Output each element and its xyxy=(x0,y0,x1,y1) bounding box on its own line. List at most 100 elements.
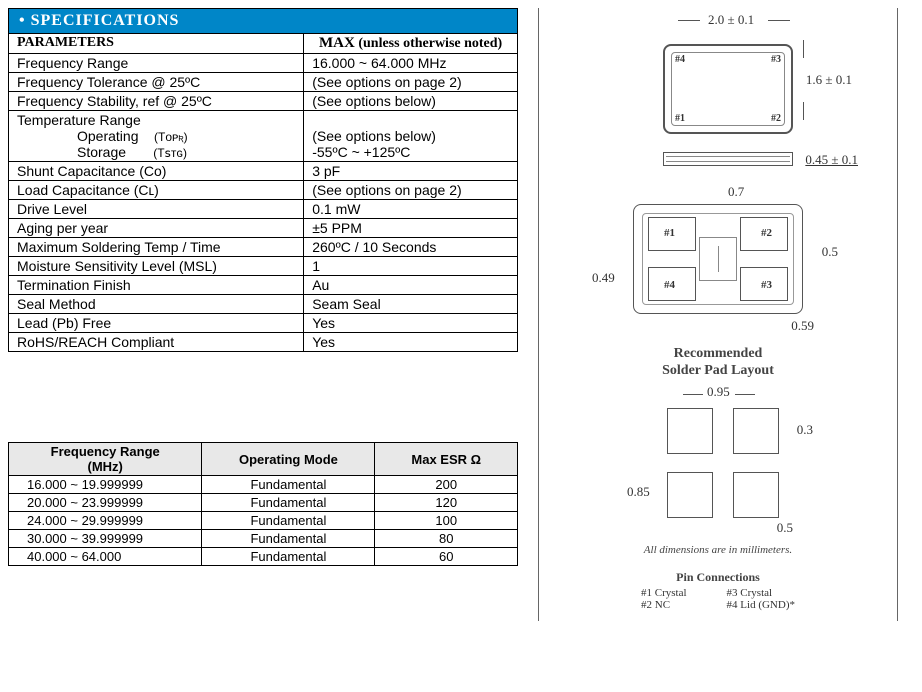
esr-head-row: Frequency Range (MHz) Operating Mode Max… xyxy=(9,443,518,476)
spec-value: Yes xyxy=(304,314,518,333)
col-header-max: MAX (unless otherwise noted) xyxy=(304,34,518,54)
spec-table: PARAMETERS MAX (unless otherwise noted) … xyxy=(8,33,518,352)
spec-row: Lead (Pb) FreeYes xyxy=(9,314,518,333)
spec-value: 1 xyxy=(304,257,518,276)
dim-line xyxy=(735,394,755,395)
solder-pad xyxy=(733,472,779,518)
temp-st-sym: (Tꜱᴛɢ) xyxy=(153,146,187,160)
spec-row: Termination FinishAu xyxy=(9,276,518,295)
esr-freq: 20.000 ~ 23.999999 xyxy=(9,494,202,512)
rec-title-l2: Solder Pad Layout xyxy=(662,363,774,378)
solder-pad-title: Recommended Solder Pad Layout xyxy=(557,346,879,380)
spec-row: Drive Level0.1 mW xyxy=(9,200,518,219)
solder-pad xyxy=(667,408,713,454)
esr-row: 24.000 ~ 29.999999Fundamental100 xyxy=(9,512,518,530)
spec-row-temp: Temperature Range Operating (Tᴏᴘʀ) Stora… xyxy=(9,111,518,162)
esr-mode: Fundamental xyxy=(202,530,375,548)
temp-label: Temperature Range xyxy=(17,112,141,128)
spec-param: Frequency Tolerance @ 25ºC xyxy=(9,73,304,92)
package-top-view: #4 #3 #1 #2 xyxy=(663,44,793,134)
dim-solder-4: 0.5 xyxy=(777,520,793,536)
dim-fp-1: 0.7 xyxy=(728,184,744,200)
pin-col-right: #3 Crystal #4 Lid (GND)* xyxy=(727,587,795,611)
spec-row: Frequency Range 16.000 ~ 64.000 MHz xyxy=(9,54,518,73)
solder-pad-layout: 0.95 0.3 0.85 0.5 xyxy=(623,388,813,538)
spec-row: RoHS/REACH CompliantYes xyxy=(9,333,518,352)
dim-solder-2: 0.3 xyxy=(797,422,813,438)
package-top-block: 2.0 ± 0.1 #4 #3 #1 #2 1.6 ± 0.1 xyxy=(588,14,848,144)
pin-connections-title: Pin Connections xyxy=(557,570,879,585)
pin-2: #2 NC xyxy=(641,599,687,611)
esr-row: 40.000 ~ 64.000Fundamental60 xyxy=(9,548,518,566)
dim-side-height: 0.45 ± 0.1 xyxy=(805,152,858,168)
pin-1: #1 Crystal xyxy=(641,587,687,599)
spec-header: • SPECIFICATIONS xyxy=(8,8,518,33)
spec-value: 3 pF xyxy=(304,162,518,181)
spec-value: 0.1 mW xyxy=(304,200,518,219)
esr-row: 30.000 ~ 39.999999Fundamental80 xyxy=(9,530,518,548)
spec-value: 260ºC / 10 Seconds xyxy=(304,238,518,257)
dim-line xyxy=(768,20,790,21)
esr-esr: 100 xyxy=(375,512,518,530)
dim-fp-4: 0.59 xyxy=(791,318,814,334)
esr-row: 16.000 ~ 19.999999Fundamental200 xyxy=(9,476,518,494)
spec-value: Seam Seal xyxy=(304,295,518,314)
pin-4: #4 Lid (GND)* xyxy=(727,599,795,611)
max-note: (unless otherwise noted) xyxy=(355,36,502,51)
spec-row: Seal MethodSeam Seal xyxy=(9,295,518,314)
dim-line xyxy=(803,102,804,120)
spec-param: Shunt Capacitance (Cᴏ) xyxy=(9,162,304,181)
temp-op-val: (See options below) xyxy=(312,128,436,144)
spec-value: ±5 PPM xyxy=(304,219,518,238)
spec-head-row: PARAMETERS MAX (unless otherwise noted) xyxy=(9,34,518,54)
temp-value: (See options below) -55ºC ~ +125ºC xyxy=(304,111,518,162)
max-bold: MAX xyxy=(319,35,355,51)
dim-line xyxy=(803,40,804,58)
spec-value: 16.000 ~ 64.000 MHz xyxy=(304,54,518,73)
esr-col-freq: Frequency Range (MHz) xyxy=(9,443,202,476)
esr-col-esr: Max ESR Ω xyxy=(375,443,518,476)
esr-esr: 120 xyxy=(375,494,518,512)
col-header-params: PARAMETERS xyxy=(9,34,304,54)
temp-op-label: Operating xyxy=(77,128,138,144)
package-side-view xyxy=(663,152,793,166)
solder-pad xyxy=(733,408,779,454)
esr-freq: 16.000 ~ 19.999999 xyxy=(9,476,202,494)
spec-param: Maximum Soldering Temp / Time xyxy=(9,238,304,257)
esr-freq: 24.000 ~ 29.999999 xyxy=(9,512,202,530)
spec-row: Load Capacitance (Cʟ) (See options on pa… xyxy=(9,181,518,200)
spec-param: Termination Finish xyxy=(9,276,304,295)
spec-row: Moisture Sensitivity Level (MSL)1 xyxy=(9,257,518,276)
footprint-block: 0.7 #1 #2 #4 #3 0.5 0.49 0.59 xyxy=(578,184,858,344)
temp-st-label: Storage xyxy=(77,144,126,160)
pin-col-left: #1 Crystal #2 NC xyxy=(641,587,687,611)
spec-param: Load Capacitance (Cʟ) xyxy=(9,181,304,200)
rec-title-l1: Recommended xyxy=(674,346,763,361)
esr-esr: 60 xyxy=(375,548,518,566)
temp-op-sym: (Tᴏᴘʀ) xyxy=(154,130,188,144)
spec-value: (See options below) xyxy=(304,92,518,111)
dim-fp-2: 0.5 xyxy=(822,244,838,260)
temp-param: Temperature Range Operating (Tᴏᴘʀ) Stora… xyxy=(9,111,304,162)
esr-col-mode: Operating Mode xyxy=(202,443,375,476)
dim-fp-3: 0.49 xyxy=(592,270,615,286)
spec-param: Aging per year xyxy=(9,219,304,238)
spec-param: Moisture Sensitivity Level (MSL) xyxy=(9,257,304,276)
spec-row: Aging per year±5 PPM xyxy=(9,219,518,238)
pad-label-2: #2 xyxy=(761,227,772,239)
pad-label-1: #1 xyxy=(664,227,675,239)
esr-table: Frequency Range (MHz) Operating Mode Max… xyxy=(8,442,518,566)
temp-st-val: -55ºC ~ +125ºC xyxy=(312,144,410,160)
spec-row: Frequency Stability, ref @ 25ºC (See opt… xyxy=(9,92,518,111)
esr-freq: 40.000 ~ 64.000 xyxy=(9,548,202,566)
pad-label-4: #4 xyxy=(664,279,675,291)
page-root: • SPECIFICATIONS PARAMETERS MAX (unless … xyxy=(8,8,914,621)
spec-value: (See options on page 2) xyxy=(304,73,518,92)
spec-value: Yes xyxy=(304,333,518,352)
solder-pad xyxy=(667,472,713,518)
dim-solder-1: 0.95 xyxy=(707,384,730,400)
dim-solder-3: 0.85 xyxy=(627,484,650,500)
spec-param: Seal Method xyxy=(9,295,304,314)
footprint-view: #1 #2 #4 #3 xyxy=(633,204,803,314)
spec-value: Au xyxy=(304,276,518,295)
